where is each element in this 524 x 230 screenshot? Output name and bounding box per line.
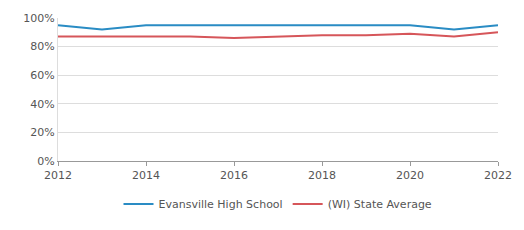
svg-text:20%: 20% (30, 126, 54, 139)
svg-text:2012: 2012 (44, 169, 72, 182)
svg-text:Evansville High School: Evansville High School (159, 198, 283, 211)
svg-text:2014: 2014 (132, 169, 160, 182)
svg-text:2022: 2022 (484, 169, 512, 182)
svg-text:100%: 100% (23, 12, 54, 25)
svg-text:60%: 60% (30, 69, 54, 82)
svg-text:40%: 40% (30, 98, 54, 111)
svg-text:(WI) State Average: (WI) State Average (328, 198, 432, 211)
svg-text:2018: 2018 (308, 169, 336, 182)
svg-text:0%: 0% (37, 155, 54, 168)
svg-text:2016: 2016 (220, 169, 248, 182)
svg-text:2020: 2020 (396, 169, 424, 182)
svg-text:80%: 80% (30, 40, 54, 53)
